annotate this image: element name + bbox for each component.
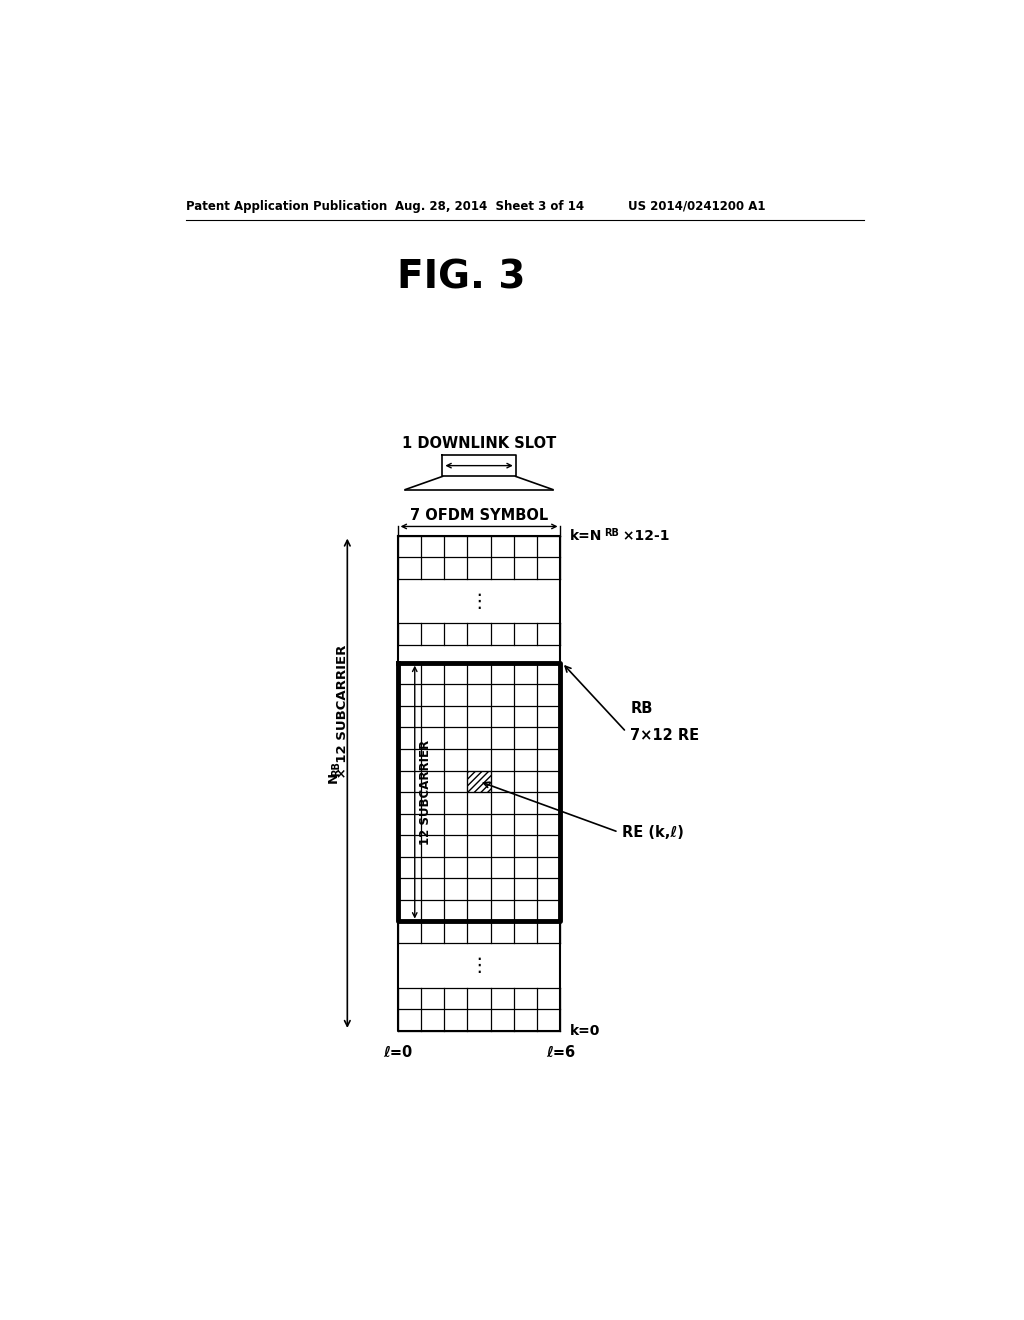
Bar	[467, 771, 490, 792]
Text: ℓ=6: ℓ=6	[546, 1044, 575, 1060]
Text: ⋮: ⋮	[469, 956, 488, 975]
Text: N: N	[327, 772, 340, 783]
Text: ⋮: ⋮	[469, 591, 488, 611]
Text: Aug. 28, 2014  Sheet 3 of 14: Aug. 28, 2014 Sheet 3 of 14	[395, 199, 585, 213]
Text: ×12-1: ×12-1	[617, 529, 670, 543]
Text: k=0: k=0	[569, 1024, 600, 1038]
Text: US 2014/0241200 A1: US 2014/0241200 A1	[628, 199, 765, 213]
Text: RE (k,ℓ): RE (k,ℓ)	[623, 825, 684, 840]
Text: k=N: k=N	[569, 529, 602, 543]
Text: 7×12 RE: 7×12 RE	[630, 729, 699, 743]
Text: 1 DOWNLINK SLOT: 1 DOWNLINK SLOT	[402, 436, 556, 451]
Text: × 12 SUBCARRIER: × 12 SUBCARRIER	[336, 645, 349, 783]
Text: ℓ=0: ℓ=0	[383, 1044, 413, 1060]
Text: 12 SUBCARRIER: 12 SUBCARRIER	[419, 739, 432, 845]
Text: 7 OFDM SYMBOL: 7 OFDM SYMBOL	[410, 508, 548, 523]
Text: FIG. 3: FIG. 3	[397, 259, 525, 297]
Text: Patent Application Publication: Patent Application Publication	[186, 199, 387, 213]
Text: RB: RB	[604, 528, 618, 537]
Text: RB: RB	[332, 760, 341, 776]
Text: RB: RB	[630, 701, 652, 717]
